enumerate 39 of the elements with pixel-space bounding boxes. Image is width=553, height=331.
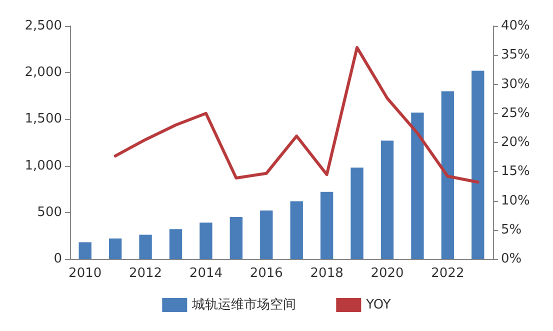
bar — [441, 91, 454, 259]
line-series — [114, 46, 480, 184]
legend-label: YOY — [365, 298, 391, 312]
y-tick-label: 1,000 — [24, 158, 62, 174]
bar — [350, 168, 364, 259]
y2-tick-label: 20% — [501, 135, 530, 150]
x-tick-label: 2020 — [370, 266, 404, 281]
x-tick-label: 2018 — [310, 266, 344, 281]
bar — [230, 217, 243, 259]
bar — [472, 70, 484, 259]
bar — [260, 210, 273, 259]
bar — [108, 238, 122, 259]
y2-tick-label: 0% — [501, 252, 522, 266]
y2-tick-label: 25% — [501, 106, 530, 121]
bar — [320, 192, 334, 259]
bar — [411, 112, 424, 259]
x-tick-label: 2012 — [128, 266, 162, 281]
bar — [200, 222, 212, 259]
y-tick-label: 2,500 — [24, 18, 62, 34]
y2-tick-label: 30% — [501, 76, 530, 92]
x-tick-label: 2016 — [250, 266, 283, 281]
y-tick-label: 1,500 — [24, 112, 62, 127]
y2-tick-label: 35% — [501, 48, 530, 63]
y2-tick-label: 15% — [501, 164, 530, 180]
y-tick-label: 0 — [54, 252, 62, 266]
bar — [78, 242, 92, 259]
y2-tick-label: 10% — [501, 193, 530, 208]
bar — [380, 140, 394, 259]
x-tick-label: 2022 — [431, 266, 464, 281]
y-tick-label: 500 — [37, 204, 62, 220]
legend-label: 城轨运维市场空间 — [191, 298, 296, 312]
bar — [139, 234, 152, 259]
x-tick-label: 2010 — [68, 266, 102, 281]
y2-tick-label: 5% — [501, 222, 522, 238]
y2-tick-label: 40% — [501, 18, 530, 34]
x-tick-label: 2014 — [189, 266, 223, 281]
bar — [169, 229, 182, 259]
bar — [290, 201, 303, 259]
y-tick-label: 2,000 — [24, 65, 62, 80]
